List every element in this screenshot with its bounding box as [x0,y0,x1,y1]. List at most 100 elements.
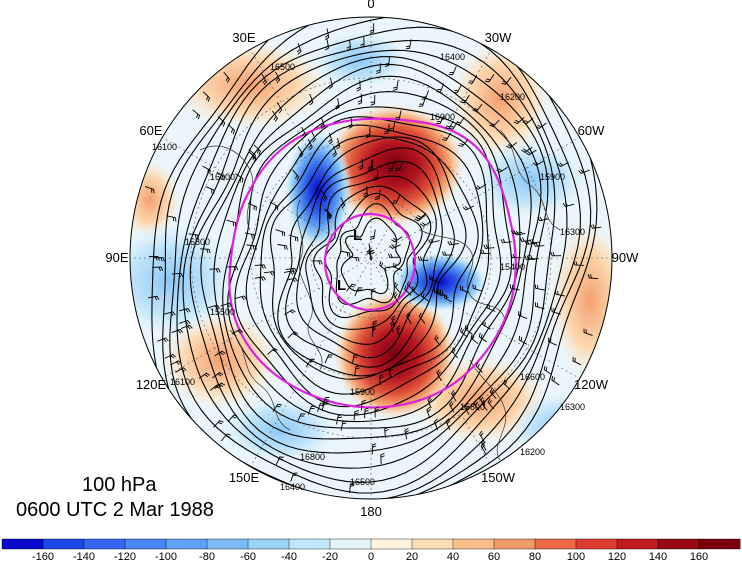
wind-barb [391,236,403,243]
wind-barb [358,158,364,171]
wind-barb [254,276,266,281]
wind-barb [369,23,375,34]
colorbar-tick-label: 40 [447,551,459,561]
contour-value-label: 15800 [185,237,210,247]
contour-value-label: 16600 [520,372,545,382]
longitude-label: 60E [139,123,162,138]
wind-barb [157,337,169,343]
wind-barb [324,28,330,40]
wind-barb [453,84,462,94]
wind-barb [421,90,429,100]
wind-barb [217,116,226,127]
wind-barb [418,312,426,324]
wind-barb [351,354,358,365]
wind-barb [308,93,314,106]
wind-barb [395,110,402,121]
wind-barb [198,372,210,379]
wind-barb [231,329,244,335]
wind-barb [436,369,442,381]
wind-barb [519,237,531,242]
wind-barb [325,208,333,220]
wind-barb [463,403,470,415]
wind-barb [551,307,561,315]
longitude-label: 180 [360,504,382,519]
colorbar-swatch [575,538,618,550]
wind-barb [460,94,470,104]
contour-value-label: 16500 [270,62,295,72]
wind-barb [220,302,233,308]
wind-barb [152,266,164,271]
wind-barb [192,109,201,120]
wind-barb [427,396,432,409]
wind-barb [227,123,236,135]
longitude-label: 60W [578,123,605,138]
wind-barb [396,325,401,337]
colorbar-tick-label: -160 [32,551,54,561]
wind-barb [324,39,330,51]
wind-barb [481,439,487,451]
wind-barb [525,149,537,156]
wind-barb [340,250,351,258]
map-boundary [129,16,613,500]
wind-barbs [144,23,602,494]
wind-barb [366,243,371,255]
wind-barb [368,159,374,171]
wind-barb [356,80,361,92]
contour-value-label: 16300 [560,227,585,237]
wind-barb [513,230,526,236]
wind-barb [214,350,226,357]
wind-barb [483,244,495,249]
wind-barb [487,398,495,410]
wind-barb [284,309,296,316]
wind-barb [340,420,347,431]
colorbar-tick-label: -20 [322,551,338,561]
contour-value-label: 15400 [500,262,525,272]
wind-barb [216,171,225,181]
colorbar-tick-label: 0 [368,551,374,561]
wind-barb [404,427,409,440]
wind-barb [267,347,278,355]
wind-barb [562,202,575,208]
wind-barb [235,295,247,301]
wind-barb [572,356,582,366]
wind-barb [346,283,356,292]
wind-barb [254,264,267,269]
wind-barb [473,399,480,411]
positive-anomaly-north [325,103,465,227]
wind-barb [459,327,468,338]
colorbar-swatch [657,538,700,550]
outer-vortex-edge [228,117,517,409]
longitude-labels: 0 30W 60W 90W 120W 150W 180 150E 120E 90E 60E 30E [105,0,639,519]
wind-barb [321,401,329,411]
wind-barb [328,132,333,145]
wind-barb [448,66,457,76]
wind-barb [501,76,512,85]
wind-barb [478,394,486,406]
contour-value-label: 15500 [210,307,235,317]
meridian-line [370,257,492,467]
wind-barb [521,146,533,153]
valid-time-title: 0600 UTC 2 Mar 1988 [16,499,214,521]
wind-barb [209,384,221,391]
wind-barb [387,161,395,172]
height-contour [213,63,532,440]
wind-barb [489,119,500,128]
wind-barb [479,430,485,443]
colorbar-tick-labels: -160 -140 -120 -100 -80 -60 -40 -20 0 20 40 60 80 100… [32,551,708,561]
wind-barb [348,117,353,129]
longitude-label: 150W [481,470,516,485]
contour-value-label: 16500 [350,477,375,487]
wind-barb [354,365,360,376]
wind-barb [170,360,182,366]
wind-barb [272,110,279,122]
longitude-label: 120E [136,377,167,392]
wind-barb [371,443,377,455]
meridian-line [162,257,372,379]
wind-barb [320,117,325,129]
wind-barb [578,169,590,174]
colorbar-swatch [42,538,85,550]
wind-barb [550,251,562,257]
wind-barb [374,189,381,200]
wind-barb [248,148,257,160]
wind-barb [445,418,451,430]
